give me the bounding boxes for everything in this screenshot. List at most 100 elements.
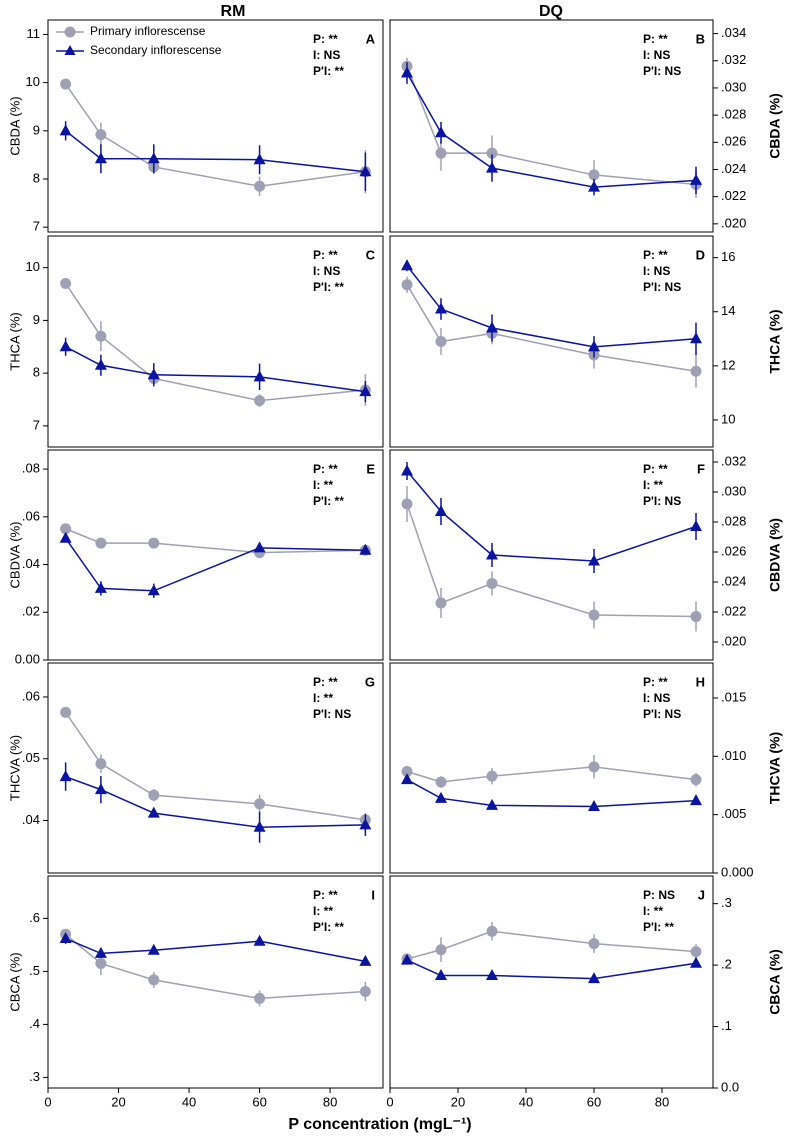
stat-annotation: I: NS [643,264,670,278]
data-point [60,706,72,718]
panel-frame [389,662,714,874]
y-tick-label: .3 [29,1069,40,1084]
panel-frame [47,235,384,448]
data-point [60,523,72,535]
data-point [690,365,702,377]
data-point [588,972,600,984]
data-point [253,153,266,165]
y-tick-label: .024 [721,161,746,176]
panel-frame [47,662,384,874]
y-tick-label: .02 [22,604,40,619]
data-point [95,758,107,770]
series-line [65,937,366,963]
data-point [253,541,266,553]
data-point [147,584,160,596]
panel-frame [389,449,714,661]
data-point [147,943,160,955]
stat-annotation: P: ** [643,675,668,689]
data-point [435,336,447,347]
data-point [588,938,600,950]
data-point [486,969,498,981]
legend-label: Primary inflorescense [90,24,206,38]
series-line [65,346,366,393]
data-point [588,340,600,352]
y-tick-label: 10 [26,74,40,89]
panel-letter: F [697,461,705,476]
y-tick-label: .020 [721,633,746,648]
stat-annotation: P: ** [313,675,338,689]
y-tick-label: .3 [721,895,732,910]
y-tick-label: 8 [33,170,40,185]
data-point [95,330,107,342]
series-line [65,711,366,821]
data-point [690,520,702,531]
data-point [435,597,447,609]
legend-marker [64,26,76,38]
y-tick-label: .028 [721,107,746,122]
y-tick-label: 11 [27,26,41,41]
y-tick-label: 0.000 [721,864,754,879]
y-tick-label: .1 [721,1018,732,1033]
series-line [406,284,697,372]
panel-letter: B [696,31,705,46]
data-point [401,498,413,510]
y-tick-label: .06 [22,688,40,703]
data-point [148,789,160,801]
legend-label: Secondary inflorescense [90,43,222,57]
stat-annotation: I: ** [643,904,663,918]
column-title: RM [221,3,246,20]
data-point [486,798,498,810]
data-point [254,395,266,407]
y-tick-label: .030 [721,483,746,498]
panel-letter: J [698,887,705,902]
data-point [147,152,160,164]
data-point [95,129,107,141]
stat-annotation: P'I: ** [313,64,344,78]
series-line [65,933,366,1000]
data-point [401,464,413,476]
data-point [401,66,413,78]
data-point [359,818,372,830]
data-point [94,783,107,795]
y-tick-label: .032 [721,453,746,468]
y-axis-label: THCVA (%) [767,732,783,804]
stat-annotation: P: ** [643,32,668,46]
data-point [94,152,107,164]
y-tick-label: .026 [721,543,746,558]
stat-annotation: P'I: ** [313,494,344,508]
data-point [359,954,372,966]
panel-frame [47,449,384,661]
data-point [690,956,702,968]
y-tick-label: 16 [721,249,735,264]
stat-annotation: P: ** [313,248,338,262]
stat-annotation: P: ** [313,462,338,476]
y-tick-label: 7 [33,417,40,432]
y-tick-label: .05 [22,750,40,765]
stat-annotation: P'I: ** [643,920,674,934]
data-point [588,800,600,811]
y-tick-label: 7 [33,219,40,234]
stat-annotation: I: ** [313,691,333,705]
data-point [588,180,600,192]
y-tick-label: .030 [721,79,746,94]
series-line [406,779,697,808]
stat-annotation: P'I: NS [643,494,681,508]
stat-annotation: P'I: NS [643,707,681,721]
stat-annotation: P'I: NS [643,280,681,294]
data-point [435,791,447,803]
y-tick-label: 10 [721,411,735,426]
data-point [253,370,266,382]
series-line [406,766,697,783]
data-point [95,537,107,549]
y-tick-label: .032 [721,52,746,67]
series-line [406,930,697,960]
series-line [65,83,366,187]
data-point [486,147,498,159]
data-point [435,944,447,956]
stat-annotation: I: NS [643,48,670,62]
series-line [406,72,697,188]
data-point [59,770,72,782]
y-tick-label: 9 [33,122,40,137]
data-point [486,321,498,333]
